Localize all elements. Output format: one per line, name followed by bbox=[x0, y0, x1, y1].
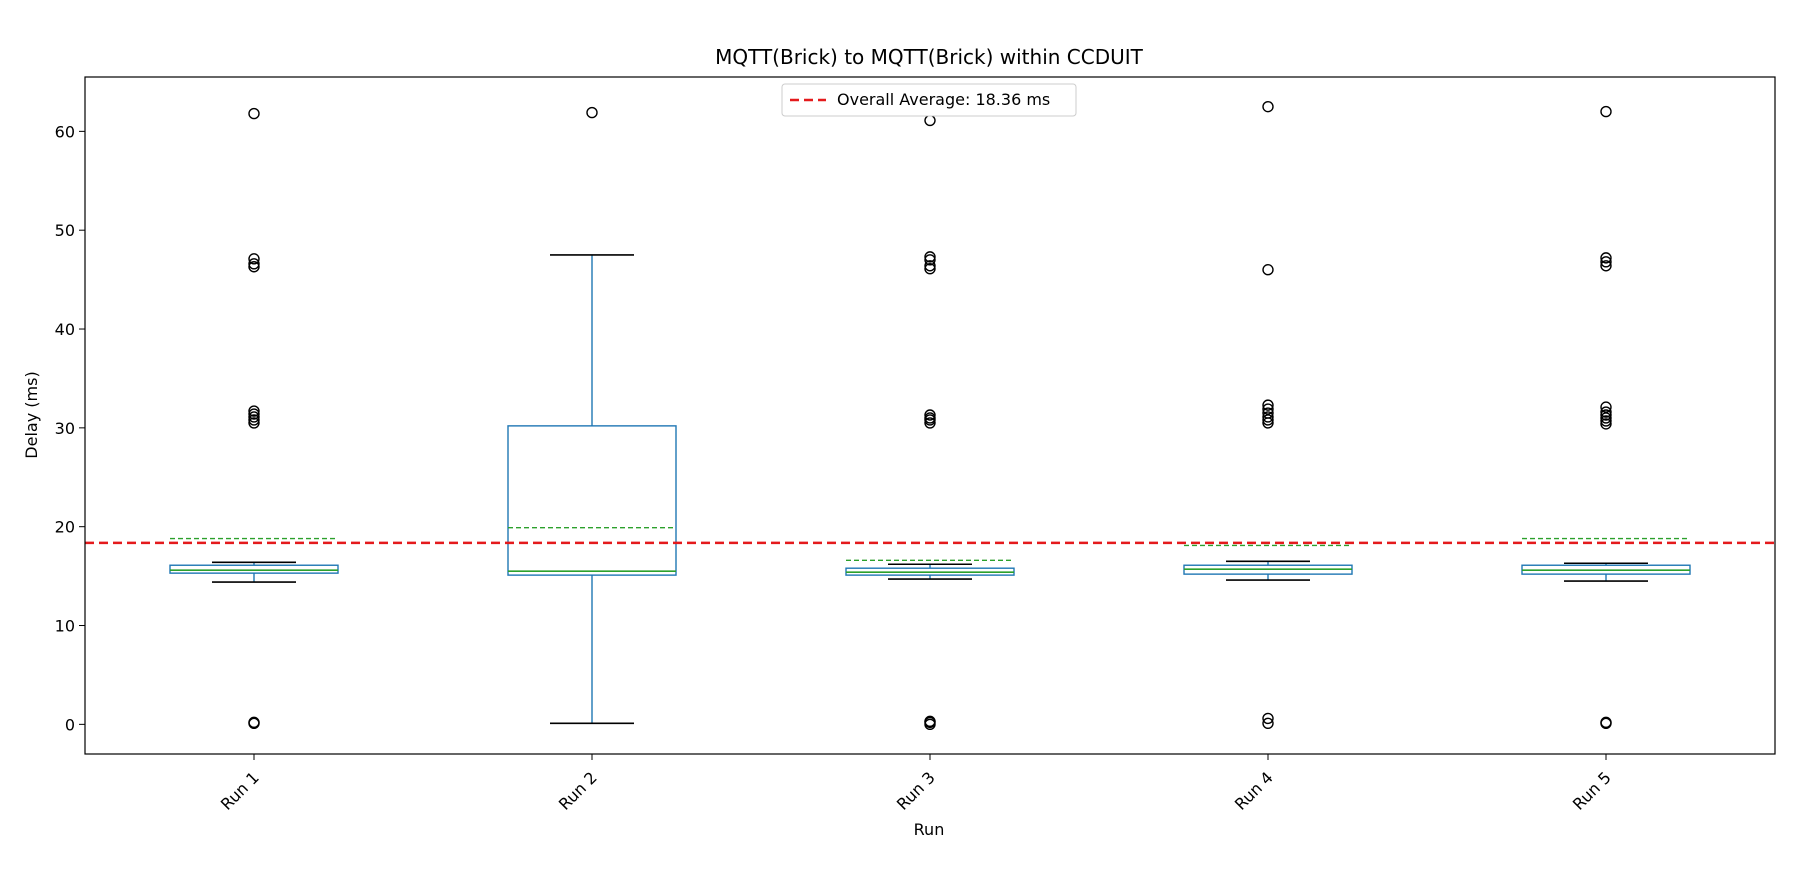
outlier-point bbox=[924, 417, 936, 429]
legend-frame bbox=[781, 83, 1077, 117]
outlier-point bbox=[1600, 401, 1612, 413]
outlier-point bbox=[1262, 417, 1274, 429]
y-tick-label: 60 bbox=[55, 122, 75, 141]
outlier-point bbox=[248, 716, 260, 729]
outlier-point bbox=[248, 253, 260, 265]
y-tick-label: 20 bbox=[55, 518, 75, 537]
outlier-point bbox=[1600, 260, 1612, 272]
box-1 bbox=[169, 107, 339, 730]
outlier-point bbox=[1600, 716, 1612, 729]
outlier-point bbox=[1262, 717, 1274, 730]
y-tick-label: 30 bbox=[55, 419, 75, 438]
x-axis: Run 1 Run 2 Run 3 Run 4 Run 5 bbox=[217, 754, 1615, 814]
outlier-point bbox=[1600, 415, 1612, 427]
outlier-point bbox=[924, 254, 936, 266]
outlier-point bbox=[924, 715, 936, 728]
outlier-point bbox=[1600, 105, 1612, 118]
outlier-point bbox=[1600, 256, 1612, 268]
outlier-point bbox=[248, 405, 260, 417]
x-tick-label: Run 5 bbox=[1569, 768, 1615, 814]
outlier-point bbox=[924, 114, 936, 127]
outlier-point bbox=[924, 263, 936, 275]
outlier-point bbox=[1600, 418, 1612, 430]
outlier-point bbox=[1262, 399, 1274, 411]
outlier-point bbox=[248, 414, 260, 426]
box-5 bbox=[1521, 105, 1691, 730]
chart-title: MQTT(Brick) to MQTT(Brick) within CCDUIT bbox=[715, 45, 1144, 69]
outlier-point bbox=[248, 258, 260, 270]
outlier-point bbox=[1600, 406, 1612, 418]
box-iqr bbox=[507, 425, 677, 576]
outlier-point bbox=[1262, 100, 1274, 113]
box-4 bbox=[1183, 100, 1353, 730]
y-axis: 0 10 20 30 40 50 60 bbox=[55, 122, 85, 734]
box-iqr bbox=[169, 564, 339, 574]
outlier-point bbox=[248, 107, 260, 120]
y-axis-label: Delay (ms) bbox=[22, 371, 41, 458]
legend: Overall Average: 18.36 ms bbox=[781, 83, 1077, 117]
legend-label: Overall Average: 18.36 ms bbox=[837, 90, 1050, 109]
outlier-point bbox=[1262, 411, 1274, 423]
y-tick-label: 0 bbox=[65, 715, 75, 734]
box-3 bbox=[845, 114, 1015, 731]
outlier-point bbox=[586, 106, 598, 119]
x-axis-label: Run bbox=[914, 820, 945, 839]
outlier-point bbox=[924, 414, 936, 426]
outlier-point bbox=[924, 260, 936, 272]
outlier-point bbox=[1600, 409, 1612, 421]
plot-area bbox=[85, 100, 1775, 731]
outlier-point bbox=[248, 408, 260, 420]
y-tick-label: 10 bbox=[55, 617, 75, 636]
outlier-point bbox=[1262, 403, 1274, 415]
x-tick-label: Run 1 bbox=[217, 768, 263, 814]
y-tick-label: 50 bbox=[55, 221, 75, 240]
outlier-point bbox=[248, 261, 260, 273]
y-tick-label: 40 bbox=[55, 320, 75, 339]
outlier-point bbox=[924, 409, 936, 421]
outlier-point bbox=[924, 251, 936, 263]
box-2 bbox=[507, 106, 677, 725]
outlier-point bbox=[1262, 414, 1274, 426]
outlier-point bbox=[248, 417, 260, 429]
x-tick-label: Run 2 bbox=[555, 768, 601, 814]
outlier-point bbox=[1600, 412, 1612, 424]
x-tick-label: Run 4 bbox=[1231, 768, 1277, 814]
outlier-point bbox=[1262, 712, 1274, 725]
outlier-point bbox=[1262, 264, 1274, 276]
outlier-point bbox=[1600, 252, 1612, 264]
x-tick-label: Run 3 bbox=[893, 768, 939, 814]
outlier-point bbox=[248, 411, 260, 423]
